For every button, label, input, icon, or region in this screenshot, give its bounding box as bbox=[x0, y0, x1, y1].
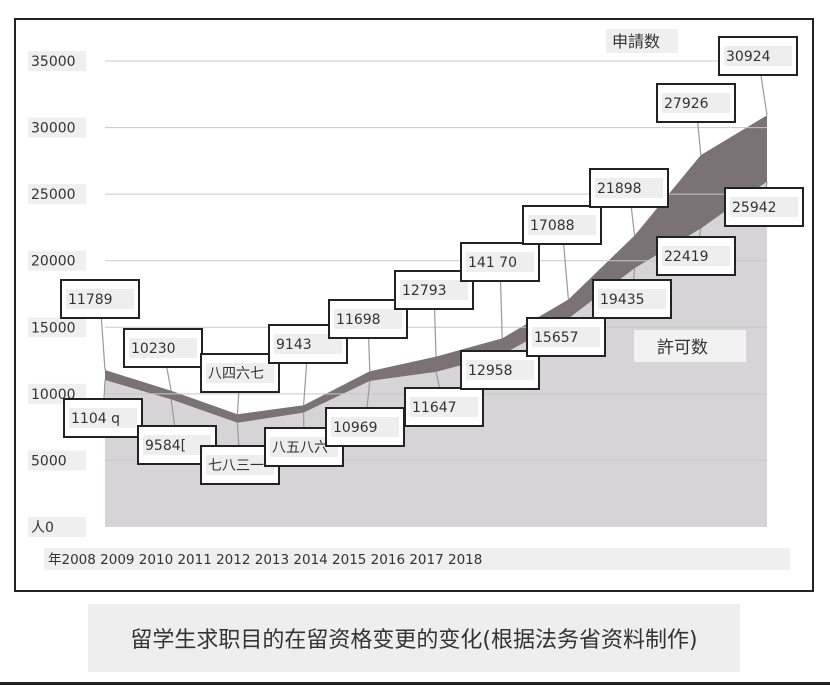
permit-data-label: 9584[ bbox=[145, 438, 186, 454]
permit-data-label: 15657 bbox=[534, 330, 579, 346]
application-label-bg bbox=[334, 309, 402, 329]
application-data-label: 21898 bbox=[597, 181, 642, 197]
chart-caption: 留学生求职目的在留资格变更的变化(根据法务省资料制作) bbox=[130, 628, 698, 653]
application-data-label: 9143 bbox=[276, 337, 312, 353]
application-label-bg bbox=[528, 215, 596, 235]
application-data-label: 141 70 bbox=[468, 255, 517, 271]
application-data-label: 27926 bbox=[664, 96, 709, 112]
permit-data-label: 12958 bbox=[468, 363, 513, 379]
application-label-bg bbox=[595, 178, 663, 198]
application-label-bg bbox=[724, 46, 792, 66]
y-tick-bg bbox=[28, 117, 86, 138]
application-data-label: 八四六七 bbox=[208, 366, 264, 382]
permit-data-label: 19435 bbox=[600, 292, 645, 308]
application-data-label: 11698 bbox=[336, 312, 381, 328]
application-data-label: 12793 bbox=[402, 283, 447, 299]
permit-label-bg bbox=[206, 455, 274, 475]
y-tick-label: 20000 bbox=[31, 254, 76, 270]
application-label-bg bbox=[400, 280, 468, 300]
application-label-bg bbox=[662, 93, 730, 113]
permit-data-label: 22419 bbox=[664, 249, 709, 265]
y-tick-bg bbox=[28, 250, 86, 271]
permit-label-bg bbox=[662, 246, 730, 266]
chart-svg: 人05000100001500020000250003000035000年200… bbox=[28, 29, 804, 570]
permit-data-label: 八五八六 bbox=[272, 440, 328, 456]
caption-box: 留学生求职目的在留资格变更的变化(根据法务省资料制作) bbox=[88, 604, 740, 672]
application-label-bg bbox=[274, 334, 342, 354]
permit-label-bg bbox=[410, 397, 478, 417]
permit-data-label: 11647 bbox=[412, 400, 457, 416]
y-tick-bg bbox=[28, 517, 86, 537]
y-tick-label: 35000 bbox=[31, 54, 76, 70]
application-data-label: 11789 bbox=[68, 292, 113, 308]
y-tick-bg bbox=[28, 51, 86, 71]
permit-data-label: 七八三一 bbox=[208, 458, 264, 474]
application-data-label: 17088 bbox=[530, 218, 575, 234]
permit-label-bg bbox=[143, 435, 211, 455]
permit-label-bg bbox=[730, 197, 798, 217]
y-tick-bg bbox=[28, 450, 86, 471]
permit-label-bg bbox=[532, 327, 600, 347]
application-data-label: 30924 bbox=[726, 49, 771, 65]
application-label-bg bbox=[66, 289, 134, 309]
permit-label-bg bbox=[466, 360, 534, 380]
series-name-permits: 許可数 bbox=[657, 338, 708, 358]
series-name-bg bbox=[634, 330, 746, 362]
series-name-bg bbox=[606, 29, 678, 53]
x-axis-label: 年2008 2009 2010 2011 2012 2013 2014 2015… bbox=[48, 552, 482, 568]
y-tick-label: 25000 bbox=[31, 187, 76, 203]
y-tick-label: 15000 bbox=[31, 320, 76, 336]
application-label-bg bbox=[129, 338, 197, 358]
y-tick-bg bbox=[28, 317, 86, 338]
application-band bbox=[105, 115, 767, 423]
y-tick-label: 5000 bbox=[31, 453, 67, 469]
application-label-bg bbox=[466, 252, 534, 272]
permit-data-label: 10969 bbox=[333, 420, 378, 436]
permit-label-bg bbox=[598, 289, 666, 309]
series-name-applications: 申請数 bbox=[612, 32, 660, 51]
permit-data-label: 1104 q bbox=[71, 411, 120, 427]
application-data-label: 10230 bbox=[131, 341, 176, 357]
y-tick-label: 人0 bbox=[31, 520, 54, 536]
y-tick-bg bbox=[28, 184, 86, 205]
y-tick-label: 30000 bbox=[31, 121, 76, 137]
permit-data-label: 25942 bbox=[732, 200, 777, 216]
permit-label-bg bbox=[270, 437, 338, 457]
bottom-divider bbox=[0, 682, 830, 685]
permit-label-bg bbox=[331, 417, 399, 437]
permit-label-bg bbox=[69, 408, 137, 428]
application-label-bg bbox=[206, 363, 274, 383]
x-axis-bg bbox=[44, 548, 790, 570]
